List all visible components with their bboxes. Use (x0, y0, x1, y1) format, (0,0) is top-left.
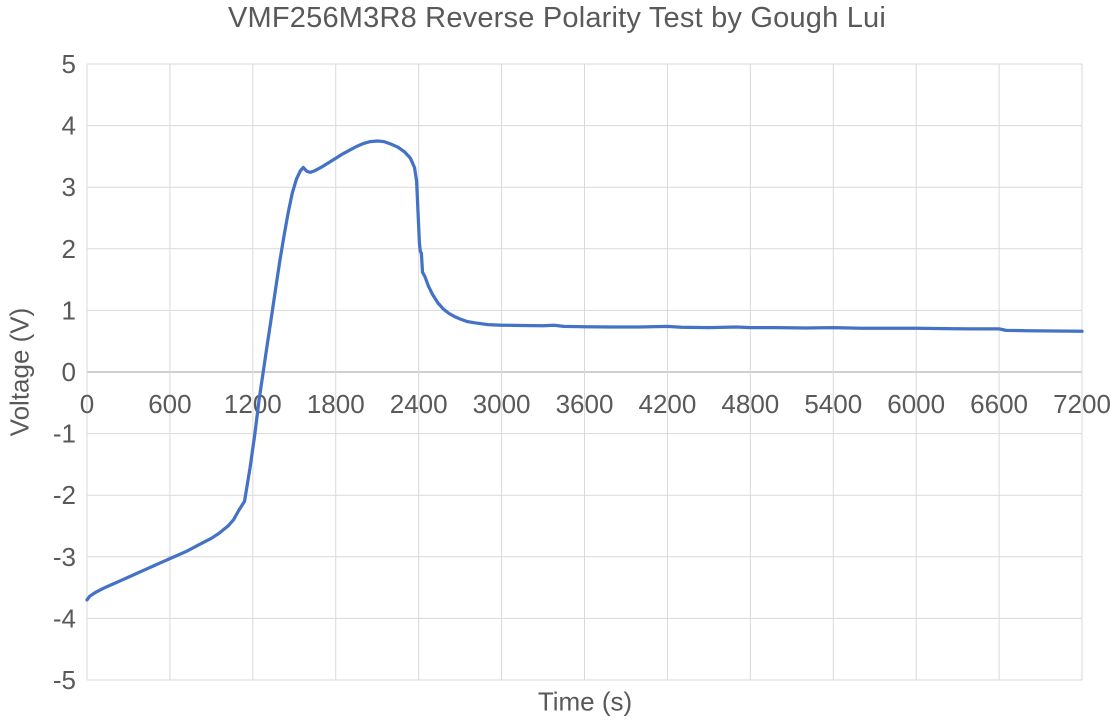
x-tick-label: 7200 (1053, 389, 1111, 419)
x-tick-label: 0 (80, 389, 94, 419)
y-tick-label: -3 (53, 542, 76, 572)
y-axis-title: Voltage (V) (4, 307, 35, 437)
chart-title: VMF256M3R8 Reverse Polarity Test by Goug… (227, 2, 887, 34)
y-tick-label: 2 (62, 234, 76, 264)
y-tick-label: -5 (53, 665, 76, 695)
y-tick-label: 4 (62, 111, 76, 141)
y-tick-label: -4 (53, 603, 76, 633)
x-tick-label: 3600 (556, 389, 614, 419)
y-tick-label: 1 (62, 295, 76, 325)
x-tick-label: 600 (148, 389, 191, 419)
y-tick-label: -1 (53, 419, 76, 449)
y-tick-label: 3 (62, 172, 76, 202)
x-tick-label: 1800 (307, 389, 365, 419)
x-tick-label: 3000 (473, 389, 531, 419)
x-axis-title: Time (s) (537, 686, 633, 717)
y-tick-label: 5 (62, 49, 76, 79)
x-tick-label: 1200 (224, 389, 282, 419)
y-tick-label: -2 (53, 480, 76, 510)
x-tick-label: 4200 (638, 389, 696, 419)
series-line-voltage (85, 139, 1084, 602)
x-tick-label: 5400 (804, 389, 862, 419)
x-tick-label: 6000 (887, 389, 945, 419)
x-tick-label: 6600 (970, 389, 1028, 419)
x-tick-label: 4800 (721, 389, 779, 419)
x-tick-label: 2400 (390, 389, 448, 419)
y-tick-label: 0 (62, 357, 76, 387)
